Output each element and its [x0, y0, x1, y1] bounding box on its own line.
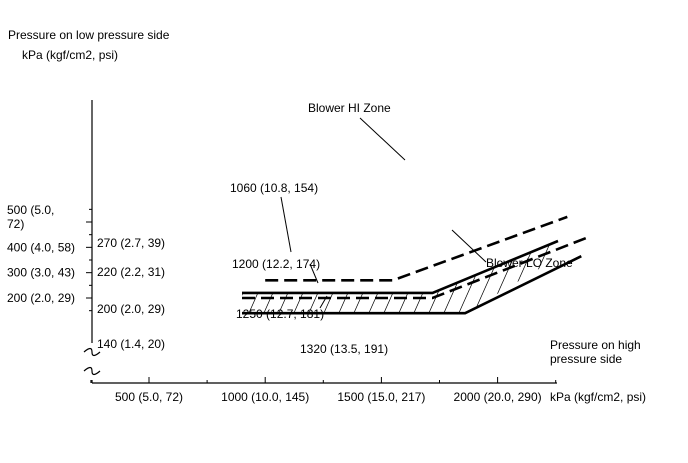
hatch-line [630, 120, 688, 333]
hatch-line [242, 241, 276, 314]
hatch-line [254, 241, 351, 314]
leader-lo-zone [451, 229, 487, 263]
leader-hi-zone [359, 117, 406, 161]
label-140: 140 (1.4, 20) [97, 337, 165, 351]
x-axis-title-2: pressure side [550, 352, 622, 366]
hatch-line [419, 241, 516, 314]
hatch-line [660, 120, 688, 333]
annotation-hi-zone: Blower HI Zone [308, 101, 391, 115]
y-axis-title: Pressure on low pressure side [8, 28, 170, 42]
hatch-line [242, 241, 336, 314]
x-tick-label: 500 (5.0, 72) [115, 390, 183, 404]
y-axis-unit: kPa (kgf/cm2, psi) [22, 48, 118, 62]
hatch-line [585, 120, 680, 333]
x-tick-label: 2000 (20.0, 290) [454, 390, 542, 404]
x-tick-label: 1000 (10.0, 145) [221, 390, 309, 404]
hatch-line [449, 241, 546, 314]
hatch-line [645, 120, 688, 333]
y-tick-group: 200 (2.0, 29) 300 (3.0, 43) 400 (4.0, 58) 5… [7, 203, 92, 312]
label-1060: 1060 (10.8, 154) [230, 181, 318, 195]
x-axis-unit: kPa (kgf/cm2, psi) [550, 390, 646, 404]
hatch-line [359, 241, 456, 314]
dashed-series-line [265, 215, 568, 282]
label-1320: 1320 (13.5, 191) [300, 342, 388, 356]
hatch-line [404, 241, 501, 314]
hatch-line [389, 241, 486, 314]
leader-1200 [309, 263, 319, 284]
label-200: 200 (2.0, 29) [97, 302, 165, 316]
solid-series-line [242, 239, 559, 295]
hatch-line [509, 241, 558, 314]
axis-break-mark-2 [83, 366, 101, 376]
hatch-line [374, 241, 471, 314]
hatch-line [242, 241, 321, 314]
y-tick-label: 500 (5.0, [7, 203, 54, 217]
label-1200: 1200 (12.2, 174) [232, 257, 320, 271]
hatch-line [242, 241, 306, 314]
dashed-series-line [242, 235, 589, 300]
hatch-line [524, 241, 558, 314]
hatch-line [284, 241, 381, 314]
x-tick-label: 1500 (15.0, 217) [337, 390, 425, 404]
hatch-line [479, 241, 558, 314]
solid-series-line [242, 255, 582, 315]
x-tick-group: 500 (5.0, 72) 1000 (10.0, 145) 1500 (15.0,… [90, 377, 557, 404]
hatch-line [329, 241, 426, 314]
y-tick-label-line2: 72) [7, 217, 24, 231]
hatch-line [570, 120, 665, 333]
hatch-line [615, 120, 688, 333]
label-1250: 1250 (12.7, 181) [236, 307, 324, 321]
hatch-line [554, 241, 558, 314]
series-group [242, 215, 589, 315]
hatch-line [434, 241, 531, 314]
hatch-line [539, 241, 558, 314]
hatch-line [464, 241, 558, 314]
label-270: 270 (2.7, 39) [97, 236, 165, 250]
hatch-line [344, 241, 441, 314]
x-axis-title: Pressure on high [550, 338, 641, 352]
hatch-line [269, 241, 366, 314]
hatch-line [299, 241, 396, 314]
label-220: 220 (2.2, 31) [97, 265, 165, 279]
y-tick-label: 400 (4.0, 58) [7, 240, 75, 254]
hatch-line [242, 241, 261, 314]
hatch-line [600, 120, 688, 333]
annotation-lo-zone: Blower LO Zone [486, 256, 573, 270]
hatch-line [675, 120, 688, 333]
leader-1250 [319, 295, 328, 309]
leader-1060 [280, 196, 292, 253]
hatch-line [242, 241, 291, 314]
y-tick-label: 300 (3.0, 43) [7, 266, 75, 280]
y-tick-label: 200 (2.0, 29) [7, 291, 75, 305]
axis-break-mark [83, 347, 101, 357]
lo-zone-hatching [242, 120, 688, 333]
